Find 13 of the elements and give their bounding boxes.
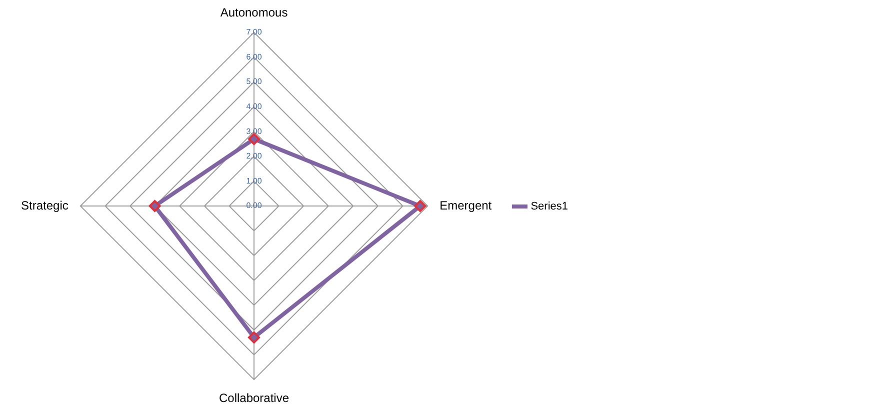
y-tick-label: 6.00 [246,52,262,62]
y-tick-label: 1.00 [246,176,262,186]
legend-label: Series1 [530,200,568,213]
y-tick-label: 4.00 [246,102,262,112]
spoke-label: Autonomous [220,6,288,20]
y-tick-label: 2.00 [246,152,262,161]
y-tick-label: 3.00 [246,126,262,136]
spoke-label: Emergent [440,198,492,212]
y-tick-label: 7.00 [246,28,262,37]
y-tick-label: 0.00 [246,201,262,210]
spoke-label: Strategic [21,198,68,212]
y-tick-label: 5.00 [246,77,262,86]
spoke-label: Collaborative [218,391,290,406]
